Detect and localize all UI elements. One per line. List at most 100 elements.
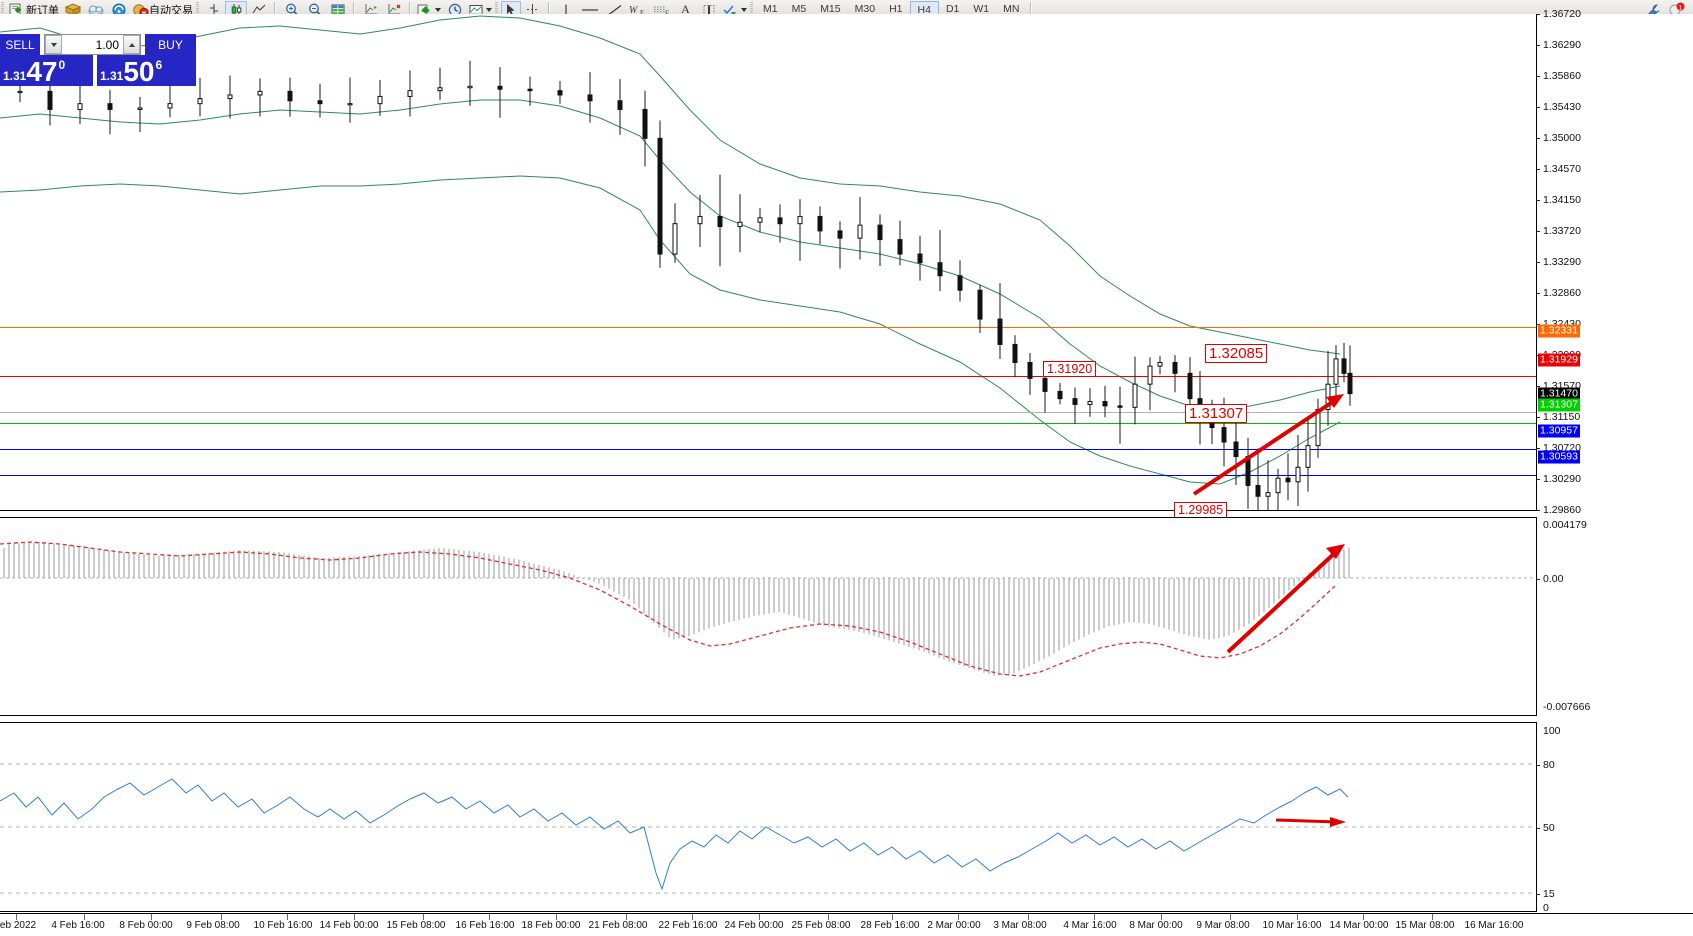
volume-increment-button[interactable] (123, 35, 140, 54)
new-order-button[interactable]: 新订单 (7, 1, 61, 19)
time-label: 24 Feb 00:00 (724, 920, 784, 931)
price-tick-mark (1536, 386, 1540, 388)
time-label: 9 Feb 08:00 (186, 920, 240, 931)
timeframe-h1[interactable]: H1 (889, 3, 903, 15)
toolbar-grip-4[interactable] (750, 2, 753, 17)
rsi-tick-mark-50 (1536, 828, 1540, 829)
price-level-badge-1.31307[interactable]: 1.31307 (1538, 398, 1580, 412)
one-click-trading-panel[interactable]: SELL 1.00 BUY 1.31 47 0 1.31 50 6 (0, 34, 196, 86)
macd-tick-top: 0.004179 (1543, 519, 1587, 531)
price-chart-canvas (0, 15, 1341, 485)
price-tick-1.31150: 1.31150 (1543, 410, 1581, 423)
ask-price-display[interactable]: 1.31 50 6 (97, 55, 196, 86)
text-icon-glyph: A (681, 2, 690, 16)
vertical-line-icon[interactable] (554, 1, 577, 19)
svg-text:W: W (629, 5, 639, 16)
time-axis[interactable]: eb 2022 4 Feb 16:00 8 Feb 00:00 9 Feb 08:00… (0, 913, 1693, 936)
zoom-in-icon[interactable] (280, 1, 303, 19)
ask-prefix: 1.31 (100, 69, 124, 83)
time-axis-separator (556, 914, 557, 920)
toolbar-grip-3[interactable] (495, 2, 498, 17)
candlestick-series (17, 60, 1353, 510)
shapes-caret-icon[interactable] (741, 7, 747, 12)
price-tick-1.29860: 1.29860 (1543, 504, 1581, 516)
shapes-icon[interactable] (720, 1, 749, 19)
text-icon[interactable]: A (674, 1, 697, 19)
rsi-tick-50: 50 (1543, 822, 1555, 834)
price-level-line-1.31307 (0, 423, 1536, 424)
timeframe-w1[interactable]: W1 (973, 3, 990, 15)
macd-axis[interactable]: 0.004179 0.00 -0.007666 (1536, 517, 1693, 716)
price-tick-mark (1536, 107, 1540, 109)
time-label: 4 Feb 16:00 (51, 920, 105, 931)
toolbar-separator-4 (548, 1, 550, 18)
price-tick-mark (1536, 138, 1540, 140)
zoom-out-icon[interactable] (303, 1, 326, 19)
fibonacci-icon[interactable]: F (650, 1, 674, 19)
time-axis-separator (489, 914, 490, 920)
timeframe-m30[interactable]: M30 (854, 3, 876, 15)
time-axis-separator (892, 914, 893, 920)
price-tick-1.32860: 1.32860 (1543, 287, 1581, 300)
price-level-badge-1.31929[interactable]: 1.31929 (1538, 353, 1580, 367)
uptrend-arrow-price (1192, 394, 1344, 496)
price-tick-mark (1536, 169, 1540, 171)
bid-price-display[interactable]: 1.31 47 0 (0, 55, 93, 86)
ask-main: 50 (123, 56, 155, 86)
macd-tick-mark-mid (1536, 579, 1540, 580)
price-level-line-1.30957 (0, 449, 1536, 450)
time-label: 16 Mar 16:00 (1464, 920, 1524, 931)
rsi-axis[interactable]: 100 80 50 15 0 (1536, 722, 1693, 914)
alert-badge-icon[interactable]: 1 (1665, 1, 1688, 19)
price-tick-1.34570: 1.34570 (1543, 163, 1581, 176)
rsi-tick-mark-80 (1536, 765, 1540, 766)
annotation-1.32085: 1.32085 (1205, 344, 1268, 363)
price-level-badge-1.31470[interactable]: 1.31470 (1538, 387, 1580, 401)
volume-decrement-button[interactable] (45, 35, 62, 54)
time-axis-separator (287, 914, 288, 920)
price-level-badge-1.32331[interactable]: 1.32331 (1538, 324, 1580, 338)
volume-input[interactable]: 1.00 (44, 34, 141, 55)
macd-tick-zero: 0.00 (1543, 573, 1564, 585)
timeframe-m15[interactable]: M15 (820, 3, 841, 15)
auto-trading-button[interactable]: 自动交易 (130, 1, 195, 19)
signal-icon[interactable] (107, 1, 130, 19)
price-level-badge-1.30957[interactable]: 1.30957 (1538, 424, 1580, 438)
time-axis-separator (84, 914, 85, 920)
time-label: 16 Feb 16:00 (455, 920, 515, 931)
horizontal-line-icon[interactable] (577, 1, 603, 19)
annotation-1.31307: 1.31307 (1185, 404, 1248, 423)
line-chart-icon[interactable] (247, 1, 270, 19)
sell-button[interactable]: SELL (0, 34, 40, 55)
price-tick-1.35430: 1.35430 (1543, 101, 1581, 114)
template-caret-icon[interactable] (486, 7, 492, 12)
rsi-pane[interactable] (0, 722, 1536, 912)
volume-value[interactable]: 1.00 (95, 37, 119, 52)
time-axis-separator (1161, 914, 1162, 920)
time-label: 10 Mar 16:00 (1262, 920, 1322, 931)
time-label: 8 Feb 00:00 (119, 920, 173, 931)
timeframe-mn[interactable]: MN (1003, 3, 1020, 15)
timeframe-m5[interactable]: M5 (791, 3, 807, 15)
price-level-badge-1.30593[interactable]: 1.30593 (1538, 450, 1580, 464)
price-chart-pane[interactable]: 1.31920 1.32085 1.31307 1.29985 (0, 14, 1536, 518)
price-axis[interactable]: 1.36720 1.36290 1.35860 1.35430 1.35000 1.345… (1536, 8, 1693, 516)
timeframe-d1[interactable]: D1 (945, 3, 960, 15)
buy-button[interactable]: BUY (145, 34, 196, 55)
crosshair-icon[interactable] (521, 1, 544, 19)
indicators-caret-icon[interactable] (435, 7, 441, 12)
price-tick-mark (1536, 324, 1540, 326)
cloud-icon[interactable] (84, 1, 107, 19)
time-label: 15 Feb 08:00 (386, 920, 446, 931)
toolbar-grip[interactable] (1, 2, 4, 17)
trendline-icon[interactable] (603, 1, 626, 19)
timeframe-m1[interactable]: M1 (763, 3, 778, 15)
toolbar-grip-2[interactable] (196, 2, 199, 17)
template-icon[interactable] (466, 1, 494, 19)
macd-pane[interactable] (0, 517, 1536, 716)
toolbar-separator-2 (353, 1, 355, 18)
chevron-down-icon (50, 42, 57, 47)
wrench-icon[interactable] (1642, 1, 1665, 19)
